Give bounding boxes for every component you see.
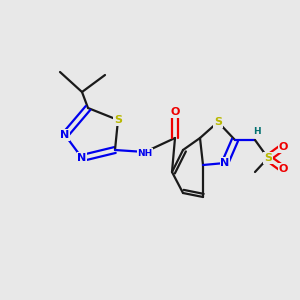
Text: O: O — [170, 107, 180, 117]
Text: H: H — [253, 128, 261, 136]
Text: S: S — [264, 153, 272, 163]
Text: N: N — [220, 158, 230, 168]
Text: N: N — [77, 153, 87, 163]
Text: O: O — [278, 142, 288, 152]
Text: O: O — [278, 164, 288, 174]
Text: NH: NH — [137, 148, 153, 158]
Text: N: N — [60, 130, 70, 140]
Text: S: S — [114, 115, 122, 125]
Text: S: S — [214, 117, 222, 127]
